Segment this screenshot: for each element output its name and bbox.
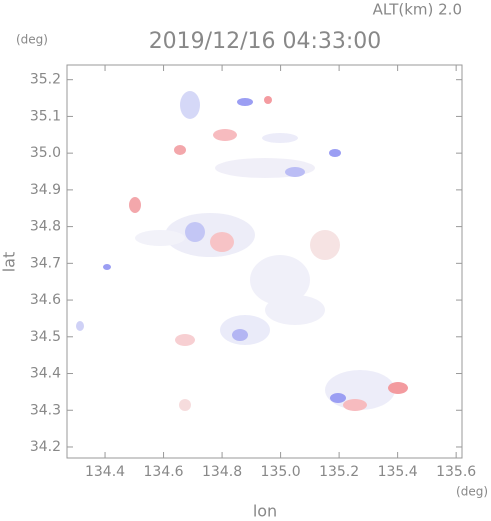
y-tick-label: 34.4 (30, 366, 61, 382)
x-tick-label: 134.8 (202, 464, 242, 480)
echo (210, 232, 234, 252)
y-unit: (deg) (16, 33, 48, 47)
echoes (76, 91, 408, 411)
y-axis-label: lat (0, 252, 19, 273)
echo (76, 321, 84, 331)
echo (310, 230, 340, 260)
echo (262, 133, 298, 143)
y-tick-label: 34.2 (30, 439, 61, 455)
x-tick-label: 135.4 (378, 464, 418, 480)
y-tick-label: 35.0 (30, 145, 61, 161)
echo (330, 393, 346, 403)
echo (329, 149, 341, 157)
x-unit: (deg) (456, 485, 488, 499)
echo (175, 334, 195, 346)
echo (174, 145, 186, 155)
y-tick-label: 34.7 (30, 255, 61, 271)
x-tick-label: 135.6 (436, 464, 476, 480)
echo (264, 96, 272, 104)
y-tick-label: 35.1 (30, 108, 61, 124)
echo (213, 129, 237, 141)
x-tick-label: 134.4 (85, 464, 125, 480)
x-axis-label: lon (253, 502, 277, 521)
echo (285, 167, 305, 177)
chart-title: 2019/12/16 04:33:00 (149, 29, 382, 54)
echo (250, 255, 310, 305)
echo (343, 399, 367, 411)
echo (388, 382, 408, 394)
plot-frame (66, 64, 463, 459)
y-tick-label: 34.8 (30, 219, 61, 235)
x-tick-label: 135.2 (319, 464, 359, 480)
echo (237, 98, 253, 106)
echo (135, 230, 185, 246)
echo (220, 315, 270, 345)
altitude-label: ALT(km) 2.0 (373, 1, 462, 19)
y-tick-label: 34.6 (30, 292, 61, 308)
y-tick-label: 34.5 (30, 329, 61, 345)
echo (179, 399, 191, 411)
y-tick-label: 34.9 (30, 182, 61, 198)
x-tick-label: 135.0 (261, 464, 301, 480)
x-tick-label: 134.6 (144, 464, 184, 480)
echo (103, 264, 111, 270)
echo (185, 222, 205, 242)
echo (232, 329, 248, 341)
y-tick-label: 35.2 (30, 72, 61, 88)
echo (129, 197, 141, 213)
y-tick-label: 34.3 (30, 402, 61, 418)
echo (180, 91, 200, 119)
echo (265, 295, 325, 325)
